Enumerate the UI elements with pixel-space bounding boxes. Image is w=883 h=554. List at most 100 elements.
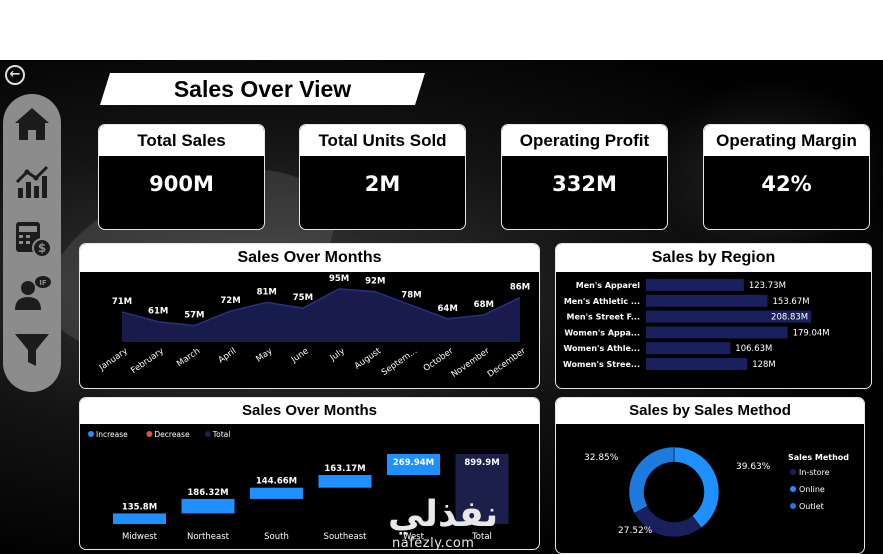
y-tick-label: Men's Apparel	[576, 281, 640, 290]
x-tick-label: Septem...	[380, 346, 419, 378]
panel-sales-by-sales-method[interactable]: Sales by Sales Method 39.63% 27.52% 32.85%…	[555, 397, 865, 554]
x-tick-label: May	[254, 346, 274, 364]
area-line	[121, 288, 521, 327]
x-tick-label: Southeast	[324, 532, 368, 542]
watermark: نفذلي nafezly.com	[388, 494, 518, 554]
waterfall-bar	[250, 487, 303, 499]
legend-label: Outlet	[799, 502, 824, 511]
data-label: 86M	[510, 283, 530, 293]
kpi-value: 2M	[364, 172, 401, 196]
area-chart: 71M January 61M February 57M March 72M April 81M…	[97, 274, 530, 380]
data-label: 68M	[474, 300, 494, 310]
data-label: 135.8M	[122, 502, 157, 512]
legend-marker	[790, 469, 796, 475]
y-tick-label: Women's Athle...	[564, 344, 640, 353]
page-title-banner: Sales Over View	[100, 73, 425, 105]
data-label: 92M	[365, 277, 385, 287]
donut-chart: 39.63% 27.52% 32.85% Sales Method In-store On…	[584, 446, 849, 538]
data-label: 186.32M	[187, 488, 228, 498]
panel-title: Sales by Region	[556, 244, 871, 272]
donut-slice	[628, 446, 675, 514]
x-tick-label: Total	[471, 532, 492, 542]
data-label: 61M	[148, 307, 168, 317]
x-tick-label: South	[264, 532, 289, 542]
region-bar	[646, 310, 812, 323]
data-label: 208.83M	[771, 313, 808, 323]
data-label: 153.67M	[773, 297, 810, 307]
svg-text:$: $	[38, 241, 46, 255]
legend-marker	[790, 503, 796, 509]
line-chart-icon[interactable]	[12, 162, 52, 202]
home-icon[interactable]	[12, 104, 52, 144]
waterfall-bar	[181, 498, 235, 514]
data-label: 128M	[752, 360, 776, 370]
legend-marker	[790, 486, 796, 492]
region-bar	[646, 279, 744, 291]
y-tick-label: Women's Appa...	[564, 328, 640, 337]
area-fill	[122, 288, 520, 342]
legend-label: Online	[799, 485, 825, 494]
data-label: 179.04M	[793, 328, 830, 338]
data-label: 32.85%	[584, 453, 619, 463]
person-if-icon[interactable]: IF	[12, 274, 52, 314]
kpi-card-total-sales[interactable]: Total Sales 900M	[98, 124, 265, 230]
waterfall-bar	[318, 475, 372, 488]
legend-title: Sales Method	[788, 453, 849, 462]
data-label: 269.94M	[393, 458, 434, 468]
donut-slice	[673, 446, 720, 529]
waterfall-bar	[455, 454, 509, 524]
calculator-money-icon[interactable]: $	[12, 218, 52, 258]
filter-icon[interactable]	[12, 330, 52, 370]
x-tick-label: November	[450, 346, 492, 380]
legend-label: Increase	[96, 430, 128, 439]
page-title: Sales Over View	[173, 75, 352, 102]
back-arrow-icon[interactable]: ←	[5, 65, 25, 85]
legend-marker	[204, 431, 211, 437]
panel-sales-waterfall[interactable]: Sales Over Months Increase Decrease Total 1…	[79, 397, 540, 550]
legend-marker	[146, 431, 153, 437]
region-bar	[646, 342, 731, 355]
legend-label: In-store	[799, 468, 830, 477]
kpi-value: 332M	[552, 172, 617, 196]
data-label: 75M	[293, 293, 313, 303]
data-label: 899.9M	[464, 458, 499, 468]
panel-title: Sales Over Months	[80, 398, 539, 424]
legend-label: Decrease	[154, 430, 190, 439]
panel-sales-by-region[interactable]: Sales by Region Men's Apparel 123.73M Men'…	[555, 243, 872, 389]
region-bar	[646, 358, 748, 370]
waterfall-bar	[113, 513, 166, 524]
data-label: 95M	[329, 274, 349, 284]
data-label: 39.63%	[736, 462, 771, 472]
x-tick-label: December	[486, 346, 528, 380]
data-label: 64M	[437, 304, 457, 314]
panel-title: Sales Over Months	[80, 244, 539, 272]
watermark-arabic: نفذلي	[388, 494, 499, 535]
data-label: 81M	[257, 287, 277, 297]
data-label: 71M	[112, 297, 132, 307]
kpi-value: 42%	[761, 172, 812, 196]
waterfall-bar	[387, 454, 440, 476]
x-tick-label: April	[217, 346, 239, 365]
data-label: 57M	[184, 311, 204, 321]
kpi-card-operating-profit[interactable]: Operating Profit 332M	[501, 124, 668, 230]
panel-title: Sales by Sales Method	[556, 398, 864, 424]
legend-marker	[88, 431, 94, 437]
kpi-card-operating-margin[interactable]: Operating Margin 42%	[703, 124, 870, 230]
svg-text:IF: IF	[39, 279, 47, 287]
data-label: 27.52%	[618, 526, 653, 536]
data-label: 163.17M	[324, 464, 365, 474]
x-tick-label: March	[175, 346, 202, 369]
data-label: 78M	[401, 290, 421, 300]
panel-sales-over-months-area[interactable]: Sales Over Months 71M January 61M February 5…	[79, 243, 540, 389]
y-tick-label: Men's Athletic ...	[564, 297, 640, 306]
x-tick-label: July	[328, 346, 347, 364]
data-label: 72M	[220, 296, 240, 306]
x-tick-label: January	[97, 346, 130, 373]
region-bar-chart: Men's Apparel 123.73M Men's Athletic ... 15…	[563, 279, 830, 370]
kpi-label: Total Sales	[99, 125, 264, 156]
x-tick-label: February	[129, 346, 166, 376]
kpi-card-total-units-sold[interactable]: Total Units Sold 2M	[299, 124, 466, 230]
waterfall-chart: Increase Decrease Total 135.8M Midwest 186.32…	[88, 430, 509, 542]
x-tick-label: West	[403, 532, 425, 542]
data-label: 106.63M	[735, 344, 772, 354]
